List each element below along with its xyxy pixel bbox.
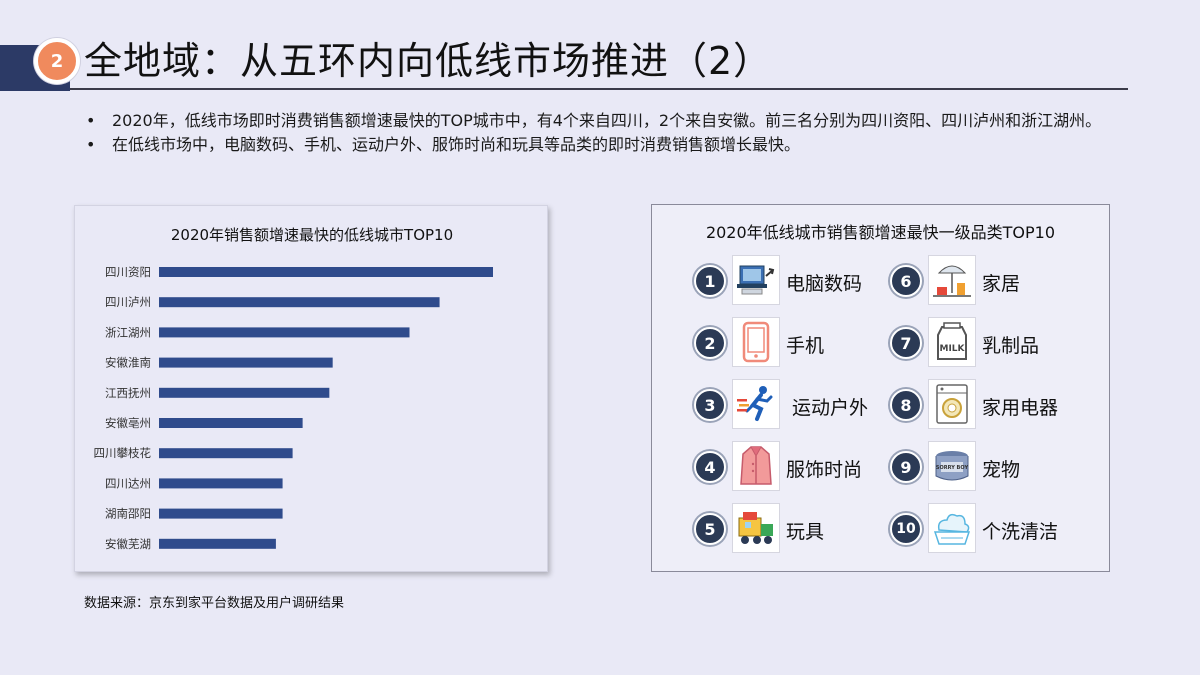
category-label: 玩具	[786, 521, 825, 543]
city-tick-label: 安徽亳州	[105, 416, 151, 430]
city-tick-label: 四川攀枝花	[94, 446, 152, 460]
runner-icon	[732, 379, 780, 429]
city-tick-label: 四川泸州	[105, 295, 151, 309]
bar-9	[159, 508, 283, 519]
category-label: 电脑数码	[786, 273, 863, 295]
rank-badge: 9	[890, 451, 922, 483]
rank-badge: 1	[694, 265, 726, 297]
coat-icon	[732, 441, 780, 491]
bar-5	[159, 387, 330, 398]
bar-3	[159, 327, 410, 338]
washing-machine-icon	[928, 379, 976, 429]
rank-badge: 3	[694, 389, 726, 421]
bar-8	[159, 478, 283, 489]
rank-badge: 6	[890, 265, 922, 297]
bar-2	[159, 297, 440, 308]
category-item-5: 5 玩具	[694, 503, 914, 555]
chart-title: 2020年销售额增速最快的低线城市TOP10	[171, 226, 453, 244]
bullet-item: 在低线市场中，电脑数码、手机、运动户外、服饰时尚和玩具等品类的即时消费销售额增长…	[86, 134, 1126, 156]
city-tick-label: 浙江湖州	[105, 325, 151, 339]
category-label: 手机	[786, 335, 825, 357]
rank-badge: 7	[890, 327, 922, 359]
rank-badge: 5	[694, 513, 726, 545]
category-item-4: 4 服饰时尚	[694, 441, 914, 493]
milk-label: MILK	[939, 344, 965, 354]
rank-badge: 4	[694, 451, 726, 483]
city-tick-label: 四川资阳	[105, 265, 151, 279]
city-tick-label: 湖南邵阳	[105, 507, 151, 521]
page-title: 全地域：从五环内向低线市场推进（2）	[84, 39, 773, 83]
category-item-9: 9 SORRY BOY 宠物	[890, 441, 1110, 493]
category-label: 宠物	[982, 459, 1021, 481]
category-label: 乳制品	[982, 335, 1040, 357]
section-number-badge: 2	[34, 38, 80, 84]
bar-4	[159, 357, 333, 368]
data-source-note: 数据来源：京东到家平台数据及用户调研结果	[84, 596, 345, 611]
category-label: 家用电器	[982, 397, 1059, 419]
category-item-7: 7 MILK 乳制品	[890, 317, 1110, 369]
milk-icon: MILK	[928, 317, 976, 367]
home-furnishing-icon	[928, 255, 976, 305]
city-tick-label: 四川达州	[105, 476, 151, 490]
pet-can-label: SORRY BOY	[936, 465, 969, 471]
category-label: 个洗清洁	[982, 521, 1059, 543]
laptop-icon	[732, 255, 780, 305]
category-item-1: 1 电脑数码	[694, 255, 914, 307]
category-label: 服饰时尚	[786, 459, 863, 481]
city-tick-label: 安徽芜湖	[105, 537, 151, 551]
bar-7	[159, 448, 293, 459]
category-item-2: 2 手机	[694, 317, 914, 369]
bar-1	[159, 267, 493, 277]
category-item-3: 3 运动户外	[694, 379, 914, 431]
city-tick-label: 江西抚州	[105, 386, 151, 400]
bar-10	[159, 538, 276, 549]
bullet-list: 2020年，低线市场即时消费销售额增速最快的TOP城市中，有4个来自四川，2个来…	[86, 110, 1126, 158]
category-item-8: 8 家用电器	[890, 379, 1110, 431]
category-label: 运动户外	[792, 397, 869, 419]
bar-6	[159, 418, 303, 428]
category-panel-title: 2020年低线城市销售额增速最快一级品类TOP10	[705, 223, 1056, 242]
category-item-10: 10 个洗清洁	[890, 503, 1110, 555]
category-top10-panel: 2020年低线城市销售额增速最快一级品类TOP10 1 电脑数码 2 手机	[651, 204, 1110, 572]
cleaning-icon	[928, 503, 976, 553]
city-growth-chart-panel: 2020年销售额增速最快的低线城市TOP10 四川资阳四川泸州浙江湖州安徽淮南江…	[74, 205, 548, 572]
city-tick-label: 安徽淮南	[105, 356, 151, 370]
category-label: 家居	[982, 273, 1021, 295]
title-divider	[70, 88, 1128, 90]
rank-badge: 8	[890, 389, 922, 421]
phone-icon	[732, 317, 780, 367]
rank-badge: 10	[890, 513, 922, 545]
city-growth-bar-chart: 2020年销售额增速最快的低线城市TOP10 四川资阳四川泸州浙江湖州安徽淮南江…	[94, 226, 493, 551]
bullet-item: 2020年，低线市场即时消费销售额增速最快的TOP城市中，有4个来自四川，2个来…	[86, 110, 1126, 132]
category-item-6: 6 家居	[890, 255, 1110, 307]
toy-train-icon	[732, 503, 780, 553]
rank-badge: 2	[694, 327, 726, 359]
pet-food-icon: SORRY BOY	[928, 441, 976, 491]
